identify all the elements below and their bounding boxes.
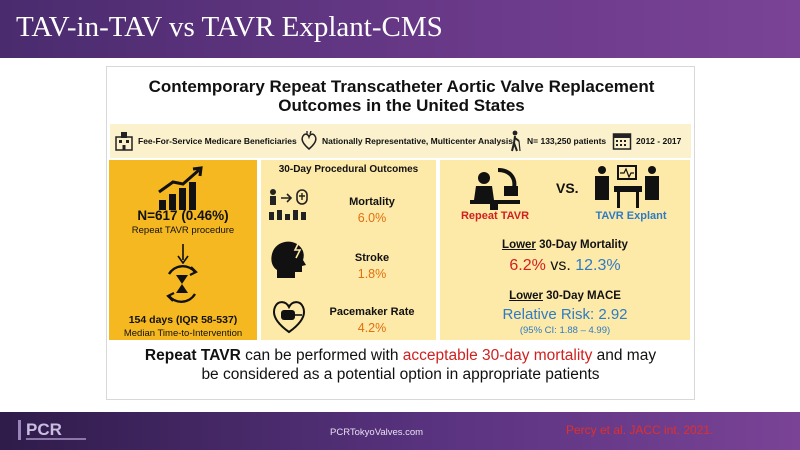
calendar-icon [612, 131, 632, 151]
vs-label: VS. [556, 180, 579, 196]
person-cane-icon [509, 130, 523, 152]
conclusion-line-2: be considered as a potential option in a… [201, 366, 600, 383]
slide-title: TAV-in-TAV vs TAVR Explant-CMS [16, 11, 443, 43]
info-patients: N= 133,250 patients [509, 124, 606, 158]
info-medicare: Fee-For-Service Medicare Beneficiaries [114, 124, 297, 158]
abstract-headline: Contemporary Repeat Transcatheter Aortic… [107, 77, 696, 115]
mortality-value: 6.0% [357, 211, 387, 225]
conclusion-text-a: can be performed with [240, 347, 403, 364]
brain-stroke-icon [269, 238, 309, 282]
info-analysis: Nationally Representative, Multicenter A… [300, 124, 513, 158]
info-medicare-text: Fee-For-Service Medicare Beneficiaries [138, 136, 297, 146]
pacemaker-label: Pacemaker Rate [329, 306, 415, 318]
arrow-down-icon [177, 244, 189, 264]
repeat-count-value: N=617 (0.46%) [137, 208, 229, 223]
info-years: 2012 - 2017 [612, 124, 681, 158]
heart-icon [300, 131, 318, 151]
mortality-explant-value: 12.3% [575, 257, 621, 274]
repeat-count-label: Repeat TAVR procedure [131, 225, 235, 236]
time-to-intervention-value: 154 days (IQR 58-537) [128, 314, 238, 326]
mace-heading-rest: 30-Day MACE [542, 290, 621, 302]
mortality-comparison: 6.2% vs. 12.3% [440, 257, 690, 275]
footer-bar: PCR PCRTokyoValves.com Percy et al. JACC… [0, 412, 800, 450]
title-bar: TAV-in-TAV vs TAVR Explant-CMS [0, 0, 800, 58]
relative-risk: Relative Risk: 2.92 [502, 306, 628, 323]
mortality-icon [267, 188, 313, 222]
hospital-icon [114, 131, 134, 151]
mace-heading: Lower 30-Day MACE [440, 290, 690, 302]
hourglass-cycle-icon [161, 264, 203, 304]
conclusion-repeat-tavr: Repeat TAVR [144, 347, 241, 364]
stroke-value: 1.8% [357, 267, 387, 281]
footer-citation: Percy et al. JACC int. 2021. [566, 423, 714, 437]
info-patients-text: N= 133,250 patients [527, 136, 607, 146]
stroke-label: Stroke [354, 252, 390, 264]
pacemaker-value: 4.2% [357, 321, 387, 335]
mortality-repeat-value: 6.2% [509, 257, 546, 274]
procedural-outcomes-panel: 30-Day Procedural Outcomes Mortality 6.0… [261, 160, 436, 340]
conclusion-text: Repeat TAVR can be performed with accept… [106, 346, 695, 384]
svg-text:PCR: PCR [26, 420, 62, 439]
info-years-text: 2012 - 2017 [636, 136, 682, 146]
pacemaker-heart-icon [269, 296, 309, 336]
tavr-explant-label: TAVR Explant [595, 210, 667, 222]
repeat-tavr-label: Repeat TAVR [460, 210, 530, 222]
repeat-tavr-count-panel: N=617 (0.46%) Repeat TAVR procedure 154 … [109, 160, 257, 340]
footer-url[interactable]: PCRTokyoValves.com [330, 427, 424, 438]
mortality-vs: vs. [545, 257, 576, 274]
study-info-bar: Fee-For-Service Medicare Beneficiaries N… [110, 124, 691, 158]
mortality-heading: Lower 30-Day Mortality [440, 239, 690, 251]
comparison-panel: VS. Repeat TAVR TAVR Explant Lower 30-Da… [440, 160, 690, 340]
info-analysis-text: Nationally Representative, Multicenter A… [322, 136, 513, 146]
mortality-heading-rest: 30-Day Mortality [535, 239, 628, 251]
headline-line-2: Outcomes in the United States [278, 96, 525, 115]
mortality-heading-lower: Lower [502, 239, 536, 251]
conclusion-line-1: Repeat TAVR can be performed with accept… [106, 346, 695, 365]
pcr-logo: PCR [18, 418, 98, 444]
outcomes-title: 30-Day Procedural Outcomes [278, 164, 419, 175]
confidence-interval: (95% CI: 1.88 – 4.99) [519, 325, 611, 336]
surgical-team-icon [590, 162, 666, 210]
growth-chart-icon [157, 166, 207, 212]
mortality-label: Mortality [349, 196, 395, 208]
headline-line-1: Contemporary Repeat Transcatheter Aortic… [148, 77, 655, 96]
conclusion-highlight: acceptable 30-day mortality [402, 347, 593, 364]
mace-heading-lower: Lower [509, 290, 543, 302]
time-to-intervention-label: Median Time-to-Intervention [123, 328, 243, 339]
conclusion-text-b: and may [592, 347, 657, 364]
cath-lab-icon [468, 166, 522, 210]
